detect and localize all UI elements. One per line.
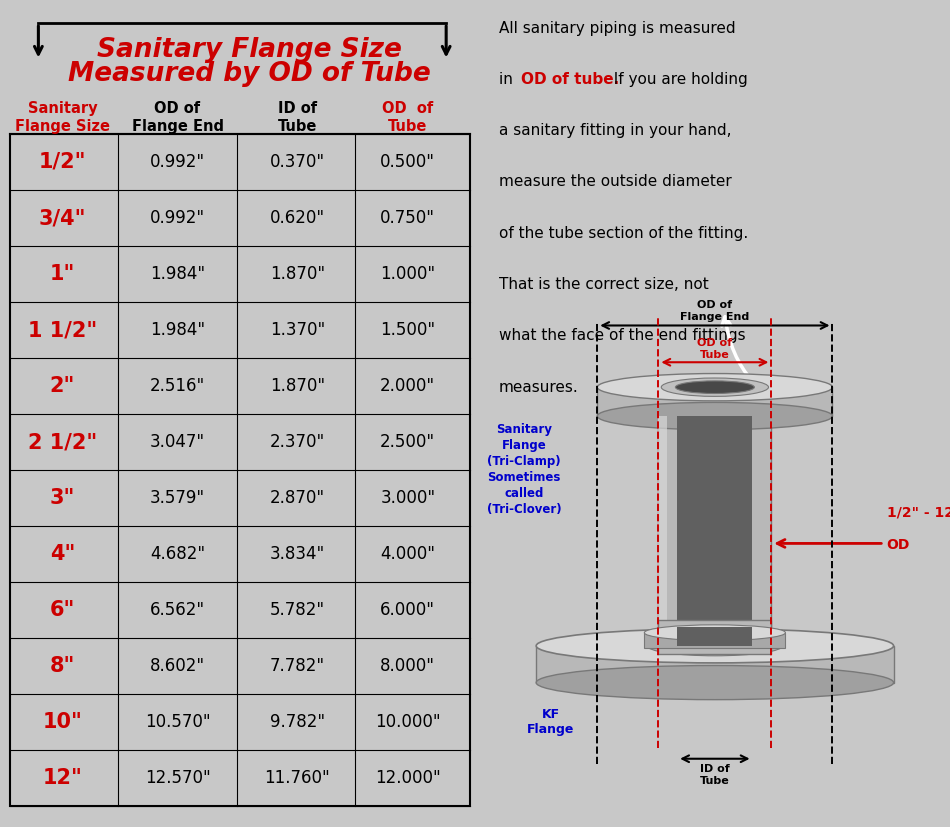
Text: 1.370": 1.370" <box>270 321 325 339</box>
Text: OD: OD <box>886 538 910 552</box>
Text: 2.500": 2.500" <box>380 433 435 452</box>
Text: 3.834": 3.834" <box>270 545 325 563</box>
Text: OD of
Flange End: OD of Flange End <box>680 300 750 322</box>
Ellipse shape <box>675 381 754 394</box>
Text: 1.984": 1.984" <box>150 321 205 339</box>
Text: Measured by OD of Tube: Measured by OD of Tube <box>68 61 431 88</box>
Text: 1.870": 1.870" <box>270 265 325 283</box>
Bar <box>658 416 771 628</box>
Text: measure the outside diameter: measure the outside diameter <box>499 174 732 189</box>
Text: 4.000": 4.000" <box>380 545 435 563</box>
Text: of the tube section of the fitting.: of the tube section of the fitting. <box>499 226 748 241</box>
Text: 1.984": 1.984" <box>150 265 205 283</box>
Text: 3.000": 3.000" <box>380 489 435 507</box>
Text: 2 1/2": 2 1/2" <box>28 433 97 452</box>
Text: ID of
Tube: ID of Tube <box>700 764 730 786</box>
Text: OD of
Flange End: OD of Flange End <box>131 101 223 134</box>
Text: 10": 10" <box>43 712 83 732</box>
Text: 7.782": 7.782" <box>270 657 325 676</box>
Bar <box>658 416 667 628</box>
Text: 5.782": 5.782" <box>270 601 325 619</box>
Text: 8.000": 8.000" <box>380 657 435 676</box>
Text: 6": 6" <box>49 600 75 620</box>
Text: All sanitary piping is measured: All sanitary piping is measured <box>499 21 735 36</box>
Text: 1/2" - 12": 1/2" - 12" <box>886 506 950 520</box>
Text: 9.782": 9.782" <box>270 713 325 731</box>
Text: 10.000": 10.000" <box>375 713 441 731</box>
Ellipse shape <box>661 378 769 396</box>
Bar <box>677 416 752 628</box>
Text: Sanitary Flange Size: Sanitary Flange Size <box>97 36 402 63</box>
Text: 10.570": 10.570" <box>144 713 210 731</box>
Text: 8": 8" <box>49 657 75 676</box>
Text: what the face of the end fittings: what the face of the end fittings <box>499 328 745 343</box>
Text: 0.992": 0.992" <box>150 153 205 171</box>
Text: 0.370": 0.370" <box>270 153 325 171</box>
Text: KF
Flange: KF Flange <box>526 708 574 736</box>
Text: 4": 4" <box>49 544 75 564</box>
Ellipse shape <box>598 374 832 401</box>
Text: 6.000": 6.000" <box>380 601 435 619</box>
Text: OD of tube.: OD of tube. <box>522 72 619 87</box>
Text: 12.570": 12.570" <box>144 769 210 787</box>
Text: 3.047": 3.047" <box>150 433 205 452</box>
Bar <box>677 628 752 646</box>
Text: 2.000": 2.000" <box>380 377 435 395</box>
Ellipse shape <box>536 666 894 700</box>
Text: 1 1/2": 1 1/2" <box>28 320 97 340</box>
Text: 2.870": 2.870" <box>270 489 325 507</box>
Text: 3.579": 3.579" <box>150 489 205 507</box>
Text: 1.000": 1.000" <box>380 265 435 283</box>
Ellipse shape <box>644 625 786 641</box>
Text: 12": 12" <box>43 768 83 788</box>
Text: a sanitary fitting in your hand,: a sanitary fitting in your hand, <box>499 123 732 138</box>
Text: 4.682": 4.682" <box>150 545 205 563</box>
Ellipse shape <box>598 403 832 430</box>
Text: That is the correct size, not: That is the correct size, not <box>499 277 709 292</box>
Polygon shape <box>598 387 832 416</box>
Text: 1/2": 1/2" <box>39 152 86 172</box>
Text: measures.: measures. <box>499 380 579 394</box>
Text: 2": 2" <box>49 376 75 396</box>
Ellipse shape <box>536 629 894 663</box>
Text: OD  of
Tube: OD of Tube <box>382 101 433 134</box>
Text: 3": 3" <box>49 488 75 508</box>
Text: 11.760": 11.760" <box>264 769 331 787</box>
Text: 0.750": 0.750" <box>380 209 435 227</box>
Text: 0.992": 0.992" <box>150 209 205 227</box>
Bar <box>658 619 771 653</box>
Ellipse shape <box>674 380 756 394</box>
Text: 1.870": 1.870" <box>270 377 325 395</box>
Text: Sanitary
Flange Size: Sanitary Flange Size <box>15 101 110 134</box>
Polygon shape <box>536 646 894 682</box>
Text: 12.000": 12.000" <box>375 769 441 787</box>
Text: 2.370": 2.370" <box>270 433 325 452</box>
Text: in: in <box>499 72 518 87</box>
Text: 1": 1" <box>49 264 75 284</box>
Polygon shape <box>644 633 786 648</box>
Text: 6.562": 6.562" <box>150 601 205 619</box>
Text: ID of
Tube: ID of Tube <box>277 101 317 134</box>
Text: 3/4": 3/4" <box>39 208 86 228</box>
Text: 1.500": 1.500" <box>380 321 435 339</box>
Text: Sanitary
Flange
(Tri-Clamp)
Sometimes
called
(Tri-Clover): Sanitary Flange (Tri-Clamp) Sometimes ca… <box>486 423 561 516</box>
Text: 8.602": 8.602" <box>150 657 205 676</box>
Text: 0.620": 0.620" <box>270 209 325 227</box>
Text: 2.516": 2.516" <box>150 377 205 395</box>
Text: If you are holding: If you are holding <box>604 72 748 87</box>
Text: 0.500": 0.500" <box>380 153 435 171</box>
Text: OD of
Tube: OD of Tube <box>697 338 732 360</box>
Ellipse shape <box>647 636 783 656</box>
